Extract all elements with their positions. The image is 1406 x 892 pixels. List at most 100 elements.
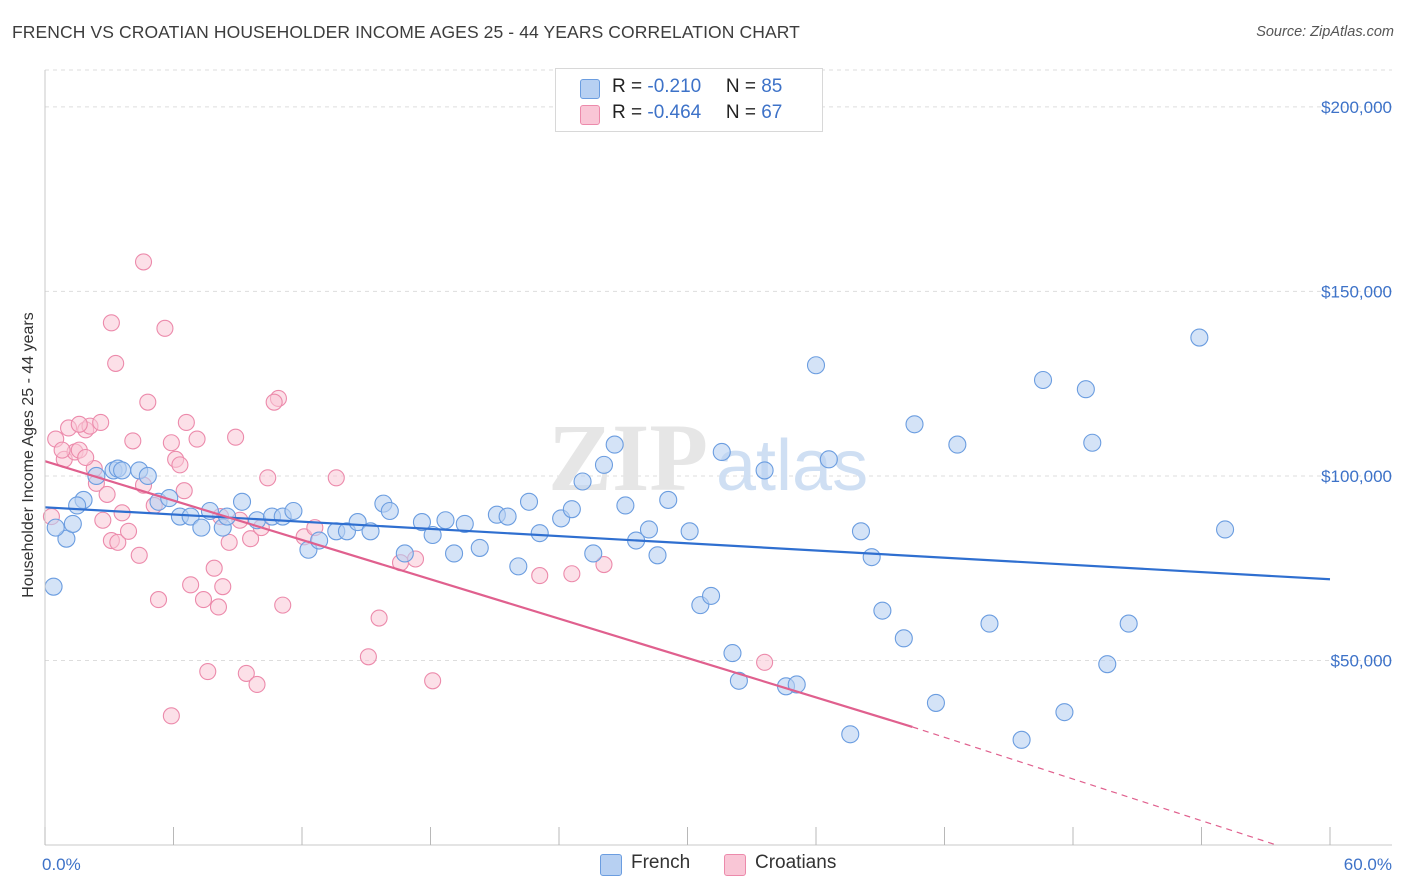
french-point	[680, 522, 699, 541]
croatian-point	[53, 441, 71, 459]
french-point	[712, 442, 731, 462]
french-point	[232, 492, 252, 511]
french-point	[380, 501, 399, 521]
french-point	[284, 501, 303, 521]
croatian-point	[756, 653, 774, 671]
french-point	[1055, 703, 1074, 722]
croatian-point	[94, 511, 112, 529]
french-point	[519, 492, 539, 511]
french-point	[562, 500, 581, 519]
legend-french-r-value: -0.210	[647, 76, 702, 97]
french-trend-line	[44, 506, 1331, 581]
croatian-legend-swatch	[724, 854, 746, 876]
french-swatch	[580, 79, 600, 99]
french-point	[46, 518, 65, 537]
french-point	[1083, 433, 1102, 452]
y-tick-label: $50,000	[1331, 651, 1392, 670]
french-legend-swatch	[600, 854, 622, 876]
croatian-point	[149, 591, 168, 609]
croatian-point	[265, 393, 283, 411]
croatian-point	[109, 533, 127, 551]
chart-title: FRENCH VS CROATIAN HOUSEHOLDER INCOME AG…	[12, 22, 800, 42]
french-point	[862, 548, 881, 567]
croatian-legend-label: Croatians	[755, 852, 837, 873]
french-point	[905, 415, 924, 434]
croatian-point	[139, 393, 157, 411]
french-point	[1012, 730, 1031, 749]
croatian-point	[209, 598, 228, 616]
french-point	[361, 522, 380, 541]
croatian-point	[162, 434, 180, 452]
croatian-point	[188, 430, 206, 448]
french-point	[639, 520, 659, 539]
axis-layer: $50,000 $100,000 $150,000 $200,000 0.0% 60.0%	[42, 70, 1392, 874]
french-point	[841, 725, 860, 744]
croatian-point	[327, 469, 345, 487]
legend-croatian-n-value: 67	[761, 102, 783, 123]
trend-layer	[44, 460, 1331, 846]
croatian-point	[220, 533, 238, 551]
croatian-point	[563, 565, 581, 583]
french-point	[806, 356, 826, 375]
legend-french-n-value: 85	[761, 76, 783, 97]
legend-french-n-label: N =	[725, 76, 762, 97]
croatian-point	[227, 428, 245, 446]
french-point	[648, 546, 667, 565]
french-point	[445, 544, 464, 563]
y-tick-label: $200,000	[1321, 98, 1392, 117]
french-point	[63, 514, 82, 533]
french-point	[926, 693, 945, 712]
french-point	[1098, 655, 1117, 674]
croatian-point	[134, 253, 153, 271]
croatian-point	[177, 413, 195, 431]
french-point	[348, 513, 367, 532]
french-point	[113, 461, 132, 480]
watermark-zip: ZIP	[548, 404, 708, 511]
french-point	[1216, 520, 1235, 539]
croatian-point	[70, 415, 88, 433]
croatian-point	[242, 530, 260, 548]
croatian-point	[199, 662, 217, 681]
croatian-point	[77, 448, 95, 467]
french-point	[787, 675, 806, 694]
croatian-point	[595, 555, 613, 574]
french-point	[436, 511, 455, 530]
x-tick-label: 0.0%	[42, 855, 81, 874]
french-point	[659, 490, 678, 509]
french-point	[819, 450, 838, 469]
watermark: ZIP atlas	[548, 404, 868, 511]
y-tick-label: $150,000	[1321, 282, 1392, 301]
french-point	[605, 435, 624, 454]
french-point	[498, 507, 517, 526]
french-point	[470, 538, 489, 557]
french-point	[702, 586, 721, 605]
french-point	[851, 522, 871, 541]
croatian-point	[156, 319, 174, 337]
french-point	[412, 513, 431, 532]
x-tick-label: 60.0%	[1344, 855, 1392, 874]
french-point	[395, 544, 414, 563]
croatian-swatch	[580, 105, 600, 125]
french-point	[729, 671, 748, 690]
croatian-point	[259, 469, 277, 487]
french-point	[1033, 370, 1053, 390]
french-point	[138, 466, 157, 486]
y-axis-title: Householder Income Ages 25 - 44 years	[20, 312, 37, 598]
croatian-point	[130, 546, 148, 564]
french-point	[1076, 380, 1095, 399]
french-point	[455, 514, 474, 533]
french-point	[509, 557, 528, 576]
legend-croatian-r-value: -0.464	[647, 102, 702, 123]
croatian-point	[237, 664, 255, 682]
french-point	[573, 472, 592, 491]
french-point	[530, 524, 549, 543]
croatian-point	[107, 354, 125, 372]
french-legend-label: French	[631, 852, 691, 873]
croatian-trend-line	[44, 460, 913, 728]
croatian-point	[162, 707, 180, 725]
croatian-point	[274, 596, 292, 614]
french-point	[44, 577, 63, 596]
french-point	[423, 525, 442, 545]
croatian-point	[175, 482, 193, 500]
